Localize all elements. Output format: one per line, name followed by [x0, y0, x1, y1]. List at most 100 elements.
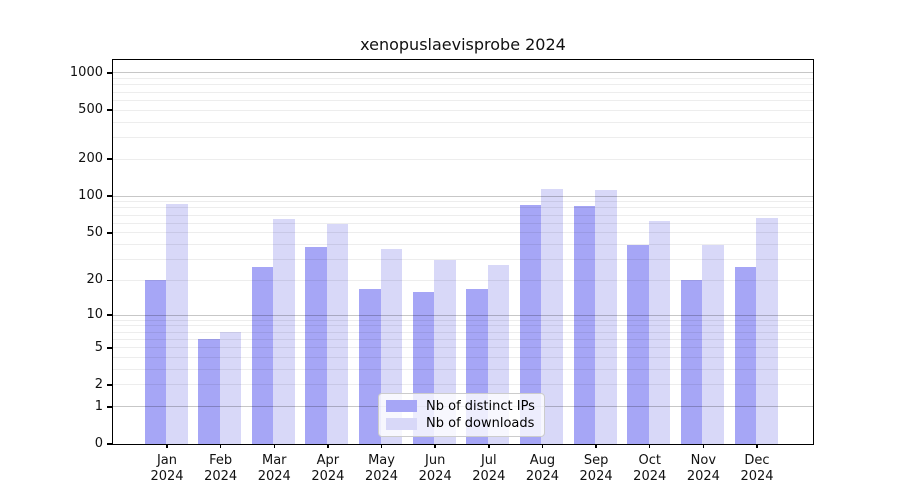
x-tick-label-may: May 2024: [364, 453, 399, 484]
legend-swatch-downloads: [386, 417, 417, 430]
x-tick-label-jul: Jul 2024: [472, 453, 506, 484]
x-tick-label-jun: Jun 2024: [418, 453, 452, 484]
gridline-20: [113, 279, 813, 281]
y-tick-label-100: 100: [78, 188, 103, 204]
y-tick-1: [107, 406, 112, 408]
x-tick-apr: [327, 444, 329, 448]
legend-label-downloads: Nb of downloads: [426, 416, 535, 432]
y-tick-label-20: 20: [86, 272, 103, 288]
x-tick-may: [380, 444, 383, 448]
legend-item-distinct-ips: Nb of distinct IPs: [386, 399, 538, 414]
x-tick-nov: [702, 444, 705, 448]
y-tick-label-500: 500: [78, 102, 103, 118]
gridline-400: [113, 121, 813, 123]
y-tick-100: [107, 195, 112, 197]
legend-item-downloads: Nb of downloads: [386, 416, 538, 431]
x-tick-mar: [273, 444, 276, 448]
gridline-6: [113, 338, 813, 340]
bar-downloads-jan: [166, 203, 188, 444]
gridline-2: [113, 384, 813, 386]
gridline-800: [113, 84, 813, 86]
y-tick-20: [107, 279, 112, 282]
y-tick-label-200: 200: [78, 151, 103, 167]
bar-downloads-sep: [595, 190, 617, 444]
gridline-40: [113, 244, 813, 246]
x-tick-label-sep: Sep 2024: [579, 453, 613, 484]
x-tick-sep: [595, 444, 597, 448]
x-tick-jul: [488, 444, 490, 448]
x-tick-feb: [219, 444, 222, 448]
y-tick-2: [107, 384, 112, 386]
bar-downloads-dec: [756, 218, 778, 444]
gridline-10: [113, 314, 813, 316]
bar-distinct_ips-apr: [305, 247, 327, 444]
bar-downloads-nov: [702, 244, 724, 444]
y-tick-0: [107, 443, 112, 445]
x-tick-oct: [648, 444, 651, 448]
x-tick-label-nov: Nov 2024: [686, 453, 720, 484]
gridline-900: [113, 78, 813, 80]
x-tick-label-aug: Aug 2024: [525, 453, 559, 484]
gridline-50: [113, 232, 813, 234]
bar-distinct_ips-feb: [198, 339, 220, 444]
x-tick-aug: [541, 444, 544, 448]
gridline-300: [113, 136, 813, 138]
legend-swatch-distinct-ips: [386, 400, 417, 413]
y-tick-5: [107, 347, 112, 349]
gridline-600: [113, 99, 813, 101]
y-tick-10: [107, 314, 112, 316]
x-tick-label-apr: Apr 2024: [311, 453, 345, 484]
bar-distinct_ips-jan: [144, 280, 166, 444]
y-tick-label-50: 50: [86, 224, 103, 240]
gridline-60: [113, 222, 813, 224]
gridline-9: [113, 319, 813, 321]
grid-layer: [113, 60, 813, 444]
bar-distinct_ips-sep: [573, 206, 596, 444]
bar-downloads-oct: [648, 220, 671, 444]
gridline-100: [113, 195, 813, 197]
bar-distinct_ips-nov: [680, 280, 703, 444]
bar-downloads-feb: [219, 332, 242, 444]
gridline-4: [113, 357, 813, 359]
y-tick-1000: [107, 72, 112, 74]
bar-downloads-mar: [273, 218, 295, 444]
x-tick-label-mar: Mar 2024: [257, 453, 291, 484]
y-tick-label-1: 1: [94, 398, 103, 414]
gridline-700: [113, 91, 813, 93]
chart-title: xenopuslaevisprobe 2024: [360, 35, 566, 54]
x-tick-jun: [434, 444, 436, 448]
bar-downloads-apr: [326, 224, 349, 444]
x-tick-label-dec: Dec 2024: [740, 453, 774, 484]
gridline-1000: [113, 72, 813, 74]
x-tick-label-oct: Oct 2024: [633, 453, 667, 484]
bar-distinct_ips-mar: [251, 266, 274, 444]
gridline-30: [113, 259, 813, 261]
bar-distinct_ips-oct: [627, 244, 649, 444]
gridline-200: [113, 158, 813, 160]
gridline-8: [113, 325, 813, 327]
y-tick-200: [107, 158, 112, 160]
x-tick-jan: [166, 444, 168, 448]
y-tick-label-10: 10: [86, 307, 103, 323]
y-tick-label-2: 2: [94, 376, 103, 392]
y-tick-label-1000: 1000: [69, 64, 103, 80]
gridline-70: [113, 214, 813, 216]
gridline-7: [113, 331, 813, 333]
y-tick-label-0: 0: [94, 436, 103, 451]
y-tick-label-5: 5: [94, 339, 103, 355]
tick-layer: 0 1 2 5 10 20 50 100 200 500 1000 Jan 2024 Feb 2024 Mar…: [70, 60, 813, 484]
gridline-5: [113, 347, 813, 349]
gridline-90: [113, 201, 813, 203]
gridline-3: [113, 369, 813, 371]
gridline-80: [113, 207, 813, 209]
bar-distinct_ips-dec: [734, 266, 756, 444]
x-tick-label-jan: Jan 2024: [150, 453, 184, 484]
legend-label-distinct-ips: Nb of distinct IPs: [426, 398, 535, 414]
x-tick-dec: [756, 444, 758, 448]
gridline-500: [113, 109, 813, 111]
y-tick-500: [107, 109, 112, 111]
legend: Nb of distinct IPs Nb of downloads: [378, 393, 545, 437]
plot-area: 0 1 2 5 10 20 50 100 200 500 1000 Jan 2024 Feb 2024 Mar…: [70, 59, 814, 484]
bars-layer: [113, 60, 813, 444]
